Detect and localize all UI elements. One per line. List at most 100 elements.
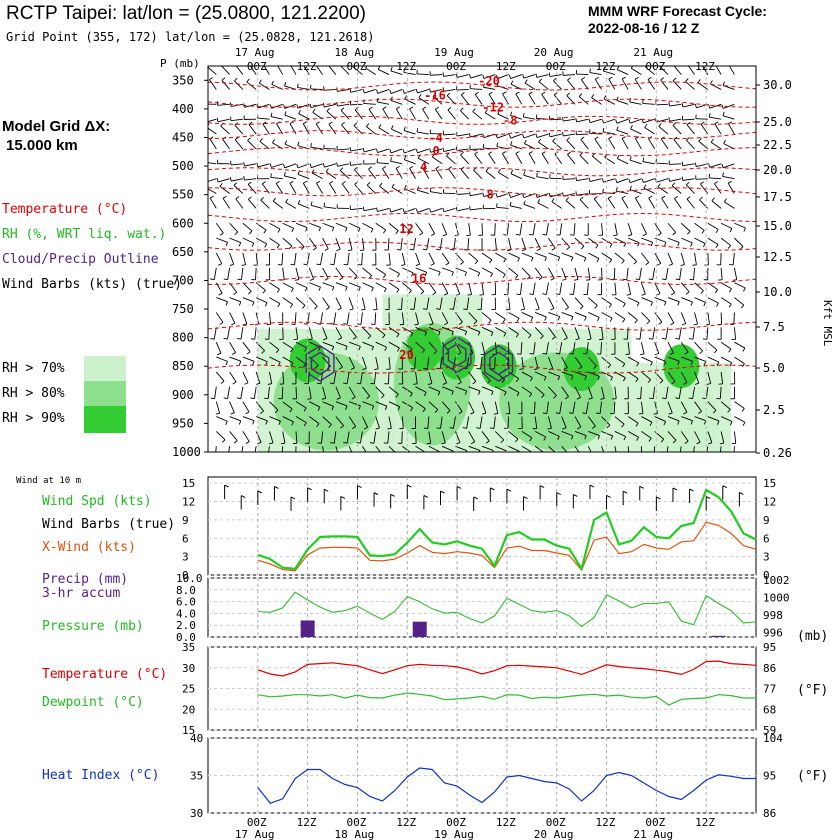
wind-barb-flag xyxy=(550,307,555,311)
wind-barb xyxy=(483,86,496,90)
legend-heat-index: Heat Index (°C) xyxy=(42,768,160,783)
isotherm-label: -4 xyxy=(428,131,442,145)
wind-barb-flag xyxy=(583,257,587,262)
wind-barb xyxy=(416,131,429,135)
wind-barb xyxy=(435,168,443,179)
wind-barb xyxy=(641,297,653,303)
wind-barb xyxy=(641,237,653,243)
wind-barb xyxy=(227,327,231,340)
wind-barb-flag xyxy=(291,421,294,426)
wind-barb xyxy=(682,118,695,121)
bottom-hour-label: 00Z xyxy=(546,816,566,829)
wind-barb xyxy=(460,110,470,120)
wind-barb xyxy=(374,312,377,325)
wind-barb-flag xyxy=(420,291,425,295)
wind-barb xyxy=(613,401,616,414)
wind-barb xyxy=(294,252,297,265)
wind-barb xyxy=(727,183,735,194)
wind-barb xyxy=(685,81,695,90)
wind-barb-flag xyxy=(535,133,538,138)
wind-barb-flag xyxy=(677,242,680,247)
wind-barb xyxy=(254,446,257,452)
wind-barb xyxy=(308,386,312,399)
wind-barb-flag xyxy=(415,263,420,266)
wind-barb xyxy=(242,356,255,362)
wind-speed-series-line xyxy=(257,488,757,572)
wind-barb xyxy=(468,445,481,451)
wind-barb xyxy=(422,168,430,179)
wind-barb-flag xyxy=(622,303,626,308)
wind-barb xyxy=(456,74,469,78)
wind-barb-flag xyxy=(516,392,520,397)
wind-barb-flag xyxy=(336,162,338,167)
wind-barb-flag xyxy=(396,333,400,338)
wind-barb xyxy=(497,74,509,80)
wind-barb xyxy=(534,371,547,378)
wind-barb-flag xyxy=(568,412,574,414)
wind-barb-flag xyxy=(345,286,348,291)
wind-barb-flag xyxy=(396,106,401,110)
wind-barb xyxy=(401,222,411,233)
wind-barb xyxy=(733,327,737,340)
wind-barb-flag xyxy=(210,278,215,281)
wind-barb xyxy=(521,431,533,439)
wind-barb-flag xyxy=(542,352,547,355)
wind-barb-flag xyxy=(548,72,551,77)
wind-barb-flag xyxy=(349,147,352,152)
wind-barb-flag xyxy=(234,136,239,141)
wind-barb xyxy=(654,312,663,323)
wind-barb xyxy=(692,386,696,399)
wind-barb-flag xyxy=(276,244,280,249)
wind-barb xyxy=(521,386,532,394)
wind-barb-flag xyxy=(686,121,691,126)
wind-barb xyxy=(415,312,419,325)
wind-barb xyxy=(409,168,416,179)
wind-barb xyxy=(667,297,680,303)
wind-barb xyxy=(734,282,746,289)
wind-barb xyxy=(428,445,440,452)
wind-barb xyxy=(614,416,625,425)
wind-barb xyxy=(215,446,217,452)
wind-barb-flag xyxy=(664,242,667,247)
bottom-hour-label: 12Z xyxy=(396,816,416,829)
wind-barb-flag xyxy=(469,191,471,196)
wind-barb-flag xyxy=(451,331,454,336)
wind-barb xyxy=(470,193,483,197)
wind-barb xyxy=(375,401,387,407)
wind-barb-flag xyxy=(290,362,294,367)
wind-barb-flag xyxy=(290,288,294,293)
wind-barb xyxy=(572,282,576,295)
wind-barb xyxy=(362,341,374,348)
wind-barb xyxy=(443,133,456,136)
cloud-outline xyxy=(310,351,330,376)
wind-barb xyxy=(709,177,722,180)
wind-barb xyxy=(415,386,427,393)
wind-barb xyxy=(390,89,403,94)
xwind-series-line xyxy=(257,521,757,572)
wind-barb xyxy=(335,401,348,407)
wind-barb xyxy=(352,66,363,75)
wind-barb xyxy=(601,416,611,426)
wind-barb xyxy=(214,386,217,399)
wind-barb-flag xyxy=(379,182,383,187)
wind-barb-flag xyxy=(712,410,717,414)
wind-barb-flag xyxy=(716,302,719,307)
wind-barb-flag xyxy=(409,248,414,251)
wind-barb xyxy=(508,267,519,276)
wind-barb-flag xyxy=(551,247,556,251)
isotherm-line xyxy=(208,81,756,91)
wind-barb xyxy=(362,401,374,407)
wind-barb xyxy=(242,297,255,303)
legend-dewpoint: Dewpoint (°C) xyxy=(42,695,144,710)
wind-barb xyxy=(297,173,310,180)
wind-barb xyxy=(629,178,642,184)
wind-barb xyxy=(428,267,441,273)
wind-barb-flag xyxy=(660,438,665,443)
wind-barb-flag xyxy=(584,435,587,440)
wind-barb xyxy=(734,237,744,247)
wind-barb-flag xyxy=(575,338,580,341)
wind-tick-label: 0 xyxy=(182,569,189,582)
wind-barb xyxy=(430,148,443,153)
wind-barb xyxy=(643,178,655,184)
wind-barb-flag xyxy=(447,107,452,111)
